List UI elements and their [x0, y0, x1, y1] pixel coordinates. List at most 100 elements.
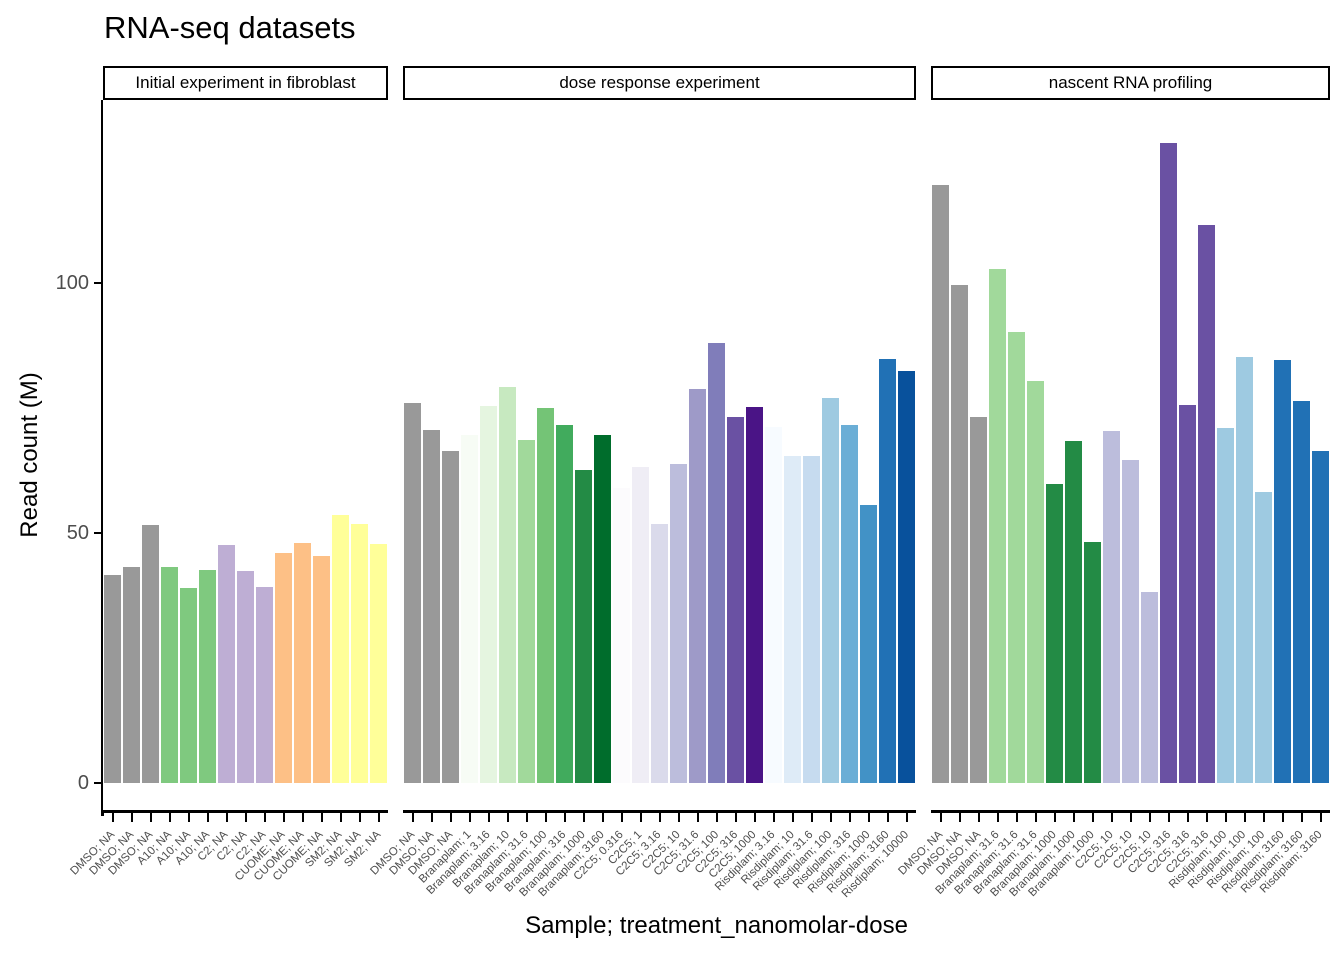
- bar: [370, 544, 387, 783]
- x-tick: [969, 813, 988, 822]
- bar: [104, 575, 121, 783]
- facet-panel: [403, 100, 916, 813]
- bar: [1217, 428, 1234, 783]
- bar: [989, 268, 1006, 783]
- x-tick: [574, 813, 593, 822]
- x-tick: [141, 813, 160, 822]
- x-tick-mark: [734, 813, 737, 822]
- x-tick: [688, 813, 707, 822]
- x-tick: [783, 813, 802, 822]
- y-tick-label: 100: [55, 272, 89, 294]
- bar: [651, 523, 668, 783]
- x-tick-mark: [1034, 813, 1037, 822]
- facet-1: Initial experiment in fibroblast DMSO; NA…: [68, 66, 388, 910]
- x-tick-mark: [377, 813, 380, 822]
- x-axis-ticks: [103, 813, 388, 822]
- x-tick-mark: [225, 813, 228, 822]
- bar: [970, 416, 987, 783]
- facet-panel: [103, 100, 388, 813]
- x-tick-mark: [1186, 813, 1189, 822]
- x-tick-mark: [1319, 813, 1322, 822]
- x-tick-mark: [905, 813, 908, 822]
- bar: [822, 397, 839, 783]
- x-tick-mark: [996, 813, 999, 822]
- x-tick: [422, 813, 441, 822]
- bar: [951, 284, 968, 783]
- x-tick-mark: [639, 813, 642, 822]
- bar: [1065, 440, 1082, 783]
- x-tick-mark: [791, 813, 794, 822]
- x-tick-mark: [301, 813, 304, 822]
- x-tick-mark: [1091, 813, 1094, 822]
- bar: [499, 387, 516, 783]
- x-tick: [1159, 813, 1178, 822]
- bar: [442, 450, 459, 783]
- y-tick-label: 0: [77, 772, 89, 794]
- x-tick-mark: [1243, 813, 1246, 822]
- bar-group: [103, 100, 388, 783]
- x-tick-mark: [187, 813, 190, 822]
- bar: [746, 407, 763, 783]
- y-tick-label: 50: [66, 522, 89, 544]
- x-tick-mark: [487, 813, 490, 822]
- bar: [1274, 359, 1291, 783]
- x-tick-mark: [829, 813, 832, 822]
- x-axis-ticks: [403, 813, 916, 822]
- x-tick-mark: [111, 813, 114, 822]
- bar: [670, 463, 687, 783]
- x-tick-mark: [958, 813, 961, 822]
- bar: [594, 434, 611, 783]
- bar: [199, 570, 216, 783]
- plot-area: Initial experiment in fibroblast DMSO; NA…: [68, 66, 1330, 910]
- x-tick: [840, 813, 859, 822]
- x-tick: [1026, 813, 1045, 822]
- bar: [294, 543, 311, 783]
- x-tick-mark: [1262, 813, 1265, 822]
- x-tick-mark: [130, 813, 133, 822]
- bar: [708, 343, 725, 783]
- bar: [537, 408, 554, 783]
- facet-strip: Initial experiment in fibroblast: [103, 66, 388, 100]
- y-tick-mark: [94, 281, 103, 285]
- facet-strip: dose response experiment: [403, 66, 916, 100]
- x-tick-mark: [977, 813, 980, 822]
- x-tick: [403, 813, 422, 822]
- x-tick: [950, 813, 969, 822]
- bar: [1027, 380, 1044, 783]
- bar: [1198, 224, 1215, 783]
- bar: [613, 488, 630, 783]
- x-tick-mark: [1205, 813, 1208, 822]
- y-axis-title: Read count (M): [16, 372, 43, 538]
- x-tick: [988, 813, 1007, 822]
- x-tick-mark: [1053, 813, 1056, 822]
- bar: [1046, 483, 1063, 783]
- x-tick-mark: [772, 813, 775, 822]
- x-tick-mark: [449, 813, 452, 822]
- facet-strip-label: Initial experiment in fibroblast: [135, 73, 356, 92]
- bar: [1255, 492, 1272, 783]
- x-tick: [1064, 813, 1083, 822]
- x-tick-mark: [582, 813, 585, 822]
- x-tick-mark: [244, 813, 247, 822]
- bar: [879, 358, 896, 783]
- x-tick: [536, 813, 555, 822]
- bar: [1103, 430, 1120, 783]
- bar: [1312, 450, 1329, 783]
- x-tick: [612, 813, 631, 822]
- bar: [898, 370, 915, 783]
- y-tick-mark: [94, 531, 103, 535]
- x-tick: [1178, 813, 1197, 822]
- x-tick-mark: [1015, 813, 1018, 822]
- x-axis-line: [103, 810, 388, 813]
- x-tick-mark: [149, 813, 152, 822]
- bar: [123, 567, 140, 783]
- x-tick: [555, 813, 574, 822]
- bar: [142, 525, 159, 783]
- bar: [632, 466, 649, 783]
- x-tick: [726, 813, 745, 822]
- bar: [1293, 401, 1310, 783]
- x-tick: [1292, 813, 1311, 822]
- x-tick: [745, 813, 764, 822]
- facet-strip-label: nascent RNA profiling: [1048, 73, 1213, 92]
- x-tick-labels: DMSO; NA DMSO; NA DMSO; NA Branaplam; 31.6 B…: [896, 822, 1330, 910]
